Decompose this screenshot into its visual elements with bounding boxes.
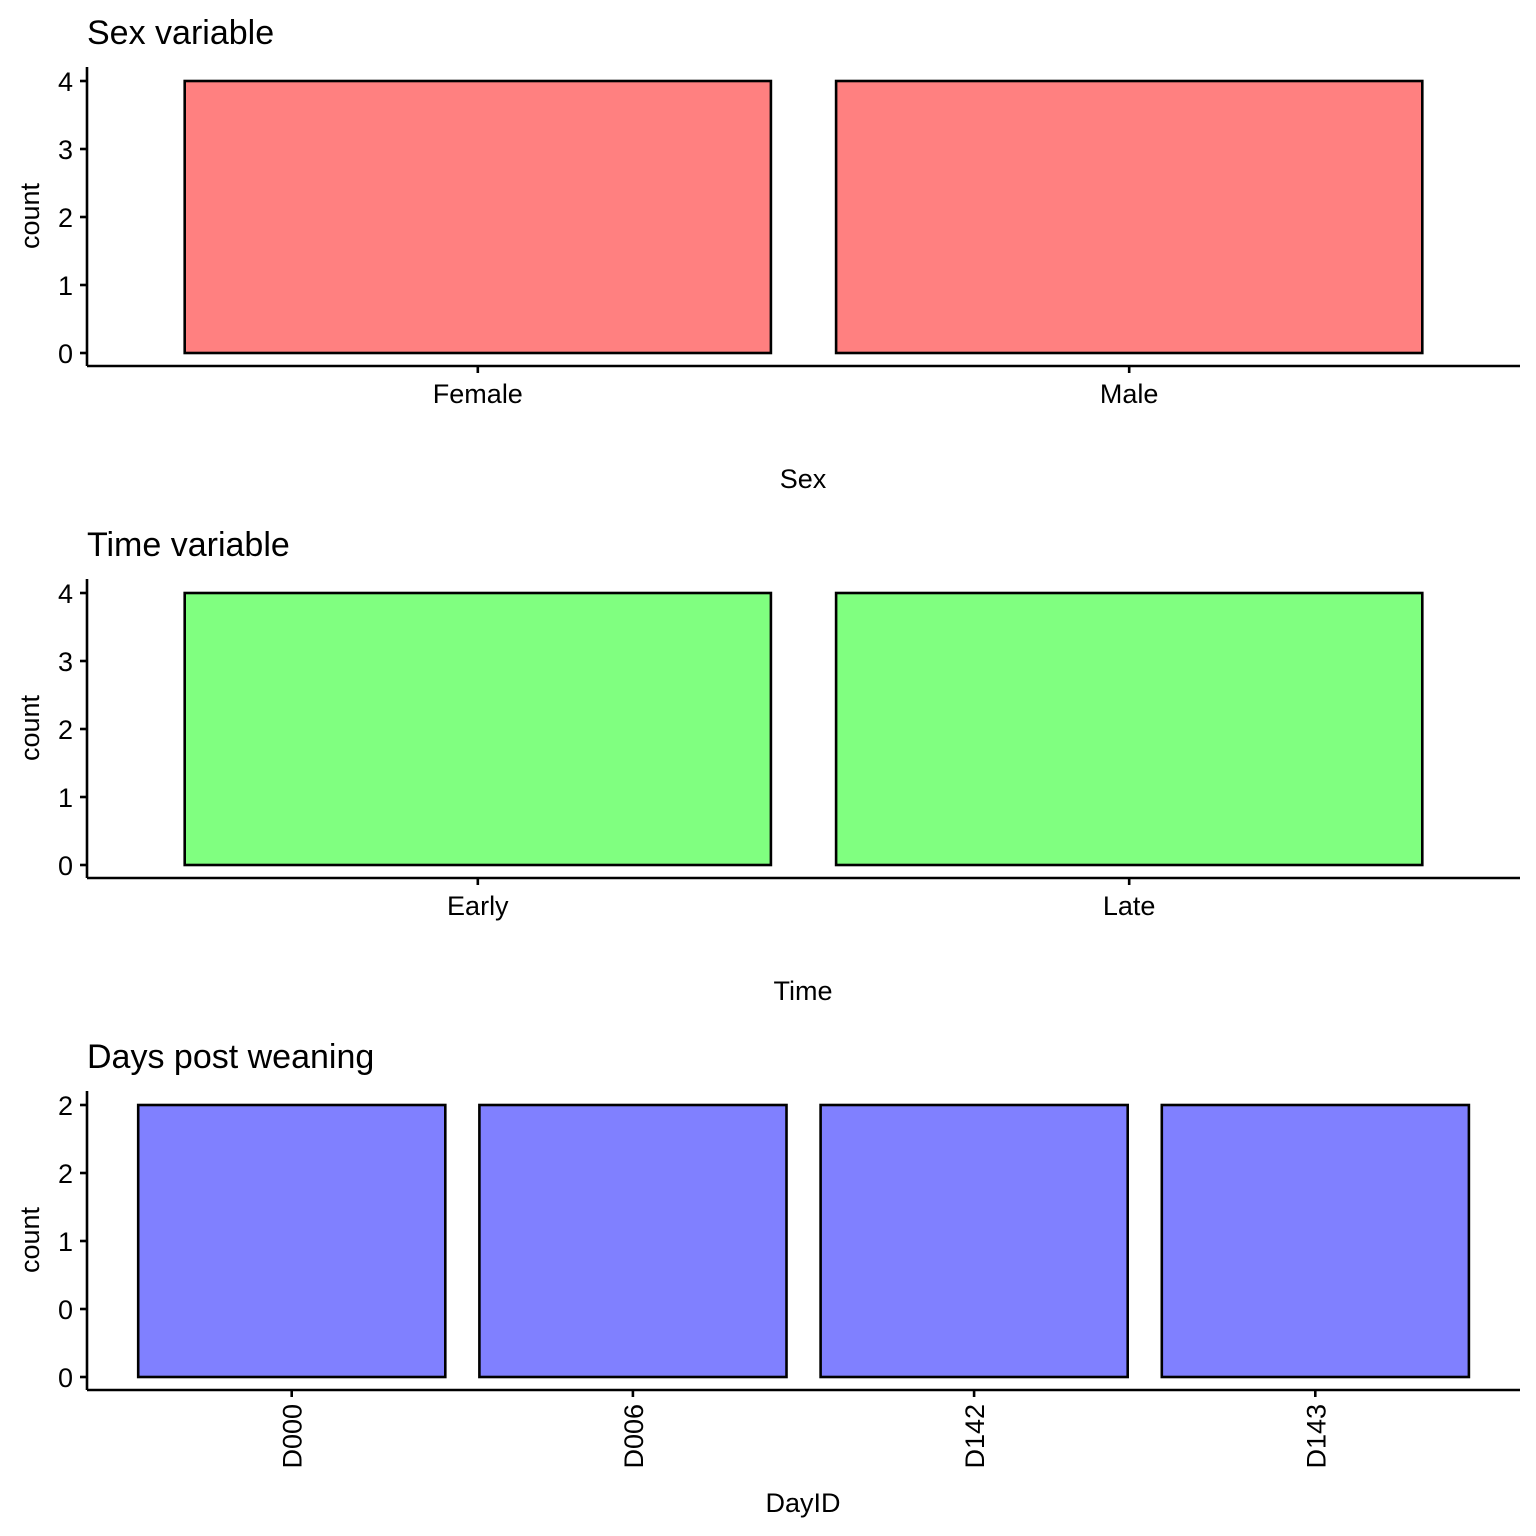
days-chart-x-axis-title: DayID: [765, 1488, 840, 1518]
sex-chart-y-tick-label: 3: [58, 135, 73, 165]
time-chart-x-tick-label: Early: [447, 891, 509, 921]
sex-chart-y-tick-label: 2: [58, 203, 73, 233]
sex-chart-bar-male: [834, 79, 1424, 355]
days-chart-bars: [136, 1103, 1471, 1379]
sex-chart-y-axis: 0 1 2 3 4: [58, 67, 89, 369]
sex-chart-y-axis-title: count: [15, 182, 45, 249]
sex-chart-bars: [183, 79, 1424, 355]
time-chart-y-axis: 0 1 2 3 4: [58, 579, 89, 881]
days-chart-y-tick-label: 0: [58, 1295, 73, 1325]
days-chart-y-axis-title: count: [15, 1206, 45, 1273]
days-chart-x-tick-label: D006: [619, 1404, 649, 1469]
sex-chart-y-tick-label: 4: [58, 67, 73, 97]
days-chart-bar-d000: [136, 1103, 447, 1379]
sex-chart-x-tick-label: Female: [433, 379, 523, 409]
sex-chart-x-axis-title: Sex: [780, 464, 827, 494]
time-chart-x-axis: Early Late: [87, 876, 1520, 921]
days-chart-x-tick-label: D000: [278, 1404, 308, 1469]
days-chart-x-tick-label: D142: [960, 1404, 990, 1469]
time-chart-panel: Time variable 0 1 2 3 4 Early Late count Time: [15, 526, 1520, 1006]
days-chart-panel: Days post weaning 0 0 1 2 2 D000 D006 D142 D143…: [15, 1038, 1520, 1518]
time-chart-y-tick-label: 1: [58, 783, 73, 813]
days-chart-bar-d006: [478, 1103, 788, 1379]
sex-chart-bar-female: [183, 79, 773, 355]
time-chart-y-tick-label: 2: [58, 715, 73, 745]
sex-chart-x-axis: Female Male: [87, 364, 1520, 409]
sex-chart-panel: Sex variable 0 1 2 3 4 Female Male count Sex: [15, 14, 1520, 494]
days-chart-bar-d142: [819, 1103, 1129, 1379]
time-chart-x-tick-label: Late: [1103, 891, 1156, 921]
time-chart-title: Time variable: [87, 526, 290, 564]
days-chart-title: Days post weaning: [87, 1038, 374, 1076]
time-chart-y-tick-label: 3: [58, 647, 73, 677]
time-chart-bar-early: [183, 591, 773, 867]
days-chart-y-tick-label: 1: [58, 1227, 73, 1257]
days-chart-y-axis: 0 0 1 2 2: [58, 1091, 89, 1393]
time-chart-y-tick-label: 0: [58, 851, 73, 881]
days-chart-y-tick-label: 2: [58, 1091, 73, 1121]
sex-chart-y-tick-label: 0: [58, 339, 73, 369]
time-chart-bars: [183, 591, 1424, 867]
time-chart-bar-late: [834, 591, 1424, 867]
days-chart-y-tick-label: 2: [58, 1159, 73, 1189]
sex-chart-y-tick-label: 1: [58, 271, 73, 301]
time-chart-x-axis-title: Time: [774, 976, 833, 1006]
days-chart-x-axis: D000 D006 D142 D143: [87, 1388, 1520, 1469]
days-chart-x-tick-label: D143: [1301, 1404, 1331, 1469]
days-chart-y-tick-label: 0: [58, 1363, 73, 1393]
days-chart-bar-d143: [1160, 1103, 1471, 1379]
sex-chart-x-tick-label: Male: [1100, 379, 1159, 409]
sex-chart-title: Sex variable: [87, 14, 274, 52]
time-chart-y-axis-title: count: [15, 694, 45, 761]
time-chart-y-tick-label: 4: [58, 579, 73, 609]
